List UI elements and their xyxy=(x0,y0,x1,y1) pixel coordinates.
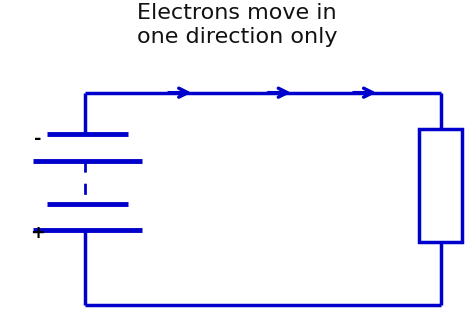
Text: Electrons move in
one direction only: Electrons move in one direction only xyxy=(137,3,337,47)
Bar xyxy=(419,129,462,242)
Text: -: - xyxy=(34,130,42,148)
Text: +: + xyxy=(30,224,46,242)
